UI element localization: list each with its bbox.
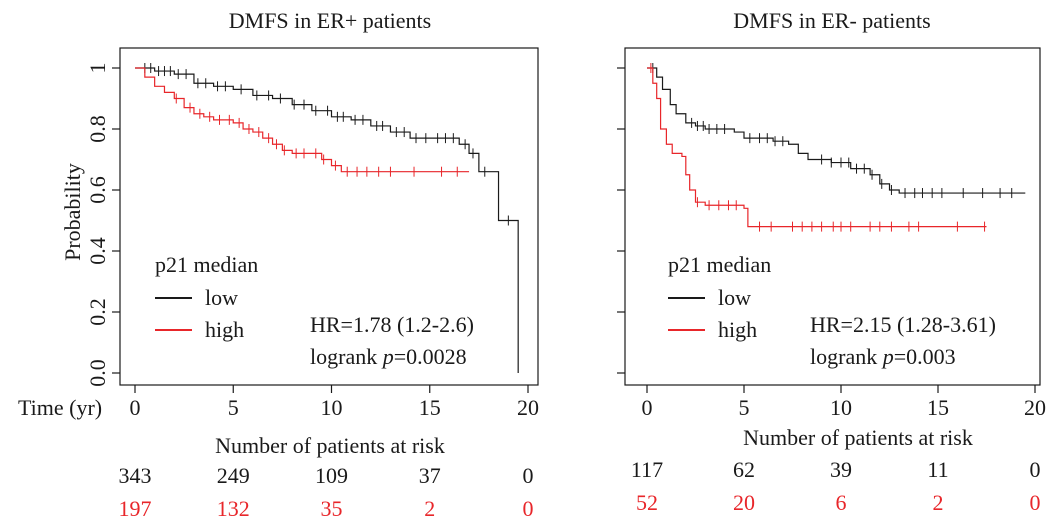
logrank-p-value: =0.003 bbox=[894, 344, 956, 369]
legend-label-low: low bbox=[718, 285, 751, 310]
y-axis-label: Probability bbox=[60, 163, 85, 261]
risk-table-title: Number of patients at risk bbox=[743, 425, 973, 450]
y-axis-ticks: 0.0 0.2 0.4 0.6 0.8 1 bbox=[85, 63, 120, 387]
risk-count-high: 0 bbox=[1030, 490, 1041, 515]
x-tick-label: 20 bbox=[1024, 395, 1046, 420]
survival-line-high bbox=[647, 67, 987, 228]
survival-line-low bbox=[647, 67, 1026, 194]
risk-count-high: 0 bbox=[523, 496, 534, 521]
risk-count-high: 132 bbox=[217, 496, 250, 521]
risk-count-high: 52 bbox=[636, 490, 658, 515]
legend-title: p21 median bbox=[668, 252, 771, 277]
legend-label-high: high bbox=[205, 317, 244, 342]
legend-label-high: high bbox=[718, 317, 757, 342]
x-tick-label: 10 bbox=[321, 395, 343, 420]
x-tick-label: 5 bbox=[228, 395, 239, 420]
logrank-p-symbol: p bbox=[881, 344, 894, 369]
x-axis-ticks: 0 5 10 15 20 bbox=[130, 385, 539, 420]
risk-count-low: 0 bbox=[1030, 457, 1041, 482]
x-tick-label: 0 bbox=[642, 395, 653, 420]
x-tick-label: 15 bbox=[419, 395, 441, 420]
y-axis-ticks bbox=[617, 67, 625, 374]
chart-title: DMFS in ER+ patients bbox=[229, 8, 431, 33]
y-tick-label: 0.0 bbox=[85, 359, 110, 387]
legend-label-low: low bbox=[205, 285, 238, 310]
x-axis-label: Time (yr) bbox=[18, 395, 102, 420]
plot-frame bbox=[624, 47, 1041, 386]
y-tick-label: 0.4 bbox=[85, 237, 110, 265]
y-tick-label: 0.6 bbox=[85, 176, 110, 204]
x-tick-label: 0 bbox=[130, 395, 141, 420]
risk-count-low: 117 bbox=[631, 457, 663, 482]
risk-count-high: 2 bbox=[424, 496, 435, 521]
y-tick-label: 1 bbox=[85, 63, 110, 74]
logrank-text: logrank p=0.0028 bbox=[310, 344, 467, 369]
x-tick-label: 20 bbox=[517, 395, 539, 420]
plot-frame bbox=[119, 47, 539, 386]
logrank-p-symbol: p bbox=[381, 344, 394, 369]
risk-count-low: 39 bbox=[830, 457, 852, 482]
survival-line-high bbox=[135, 67, 470, 173]
logrank-prefix: logrank bbox=[310, 344, 383, 369]
series-low bbox=[647, 63, 1026, 199]
x-axis-ticks: 0 5 10 15 20 bbox=[642, 385, 1046, 420]
series-high bbox=[647, 63, 987, 232]
risk-count-high: 35 bbox=[321, 496, 343, 521]
legend: p21 median low high bbox=[155, 252, 258, 342]
risk-count-high: 6 bbox=[836, 490, 847, 515]
risk-count-low: 0 bbox=[523, 463, 534, 488]
logrank-prefix: logrank bbox=[810, 344, 883, 369]
risk-count-high: 20 bbox=[733, 490, 755, 515]
risk-count-high: 197 bbox=[119, 496, 152, 521]
risk-count-high: 2 bbox=[933, 490, 944, 515]
risk-count-low: 37 bbox=[419, 463, 441, 488]
x-tick-label: 5 bbox=[739, 395, 750, 420]
legend-title: p21 median bbox=[155, 252, 258, 277]
risk-table: Number of patients at risk11752622039611… bbox=[631, 425, 1041, 515]
risk-count-low: 11 bbox=[927, 457, 948, 482]
survival-line-low bbox=[135, 67, 519, 373]
risk-count-low: 249 bbox=[217, 463, 250, 488]
hazard-ratio-text: HR=2.15 (1.28-3.61) bbox=[810, 312, 996, 337]
y-tick-label: 0.8 bbox=[85, 115, 110, 143]
logrank-text: logrank p=0.003 bbox=[810, 344, 956, 369]
hazard-ratio-text: HR=1.78 (1.2-2.6) bbox=[310, 312, 474, 337]
logrank-p-value: =0.0028 bbox=[394, 344, 467, 369]
chart-title: DMFS in ER- patients bbox=[733, 8, 930, 33]
legend: p21 median low high bbox=[668, 252, 771, 342]
risk-table: Number of patients at risk 343 197 249 132 10… bbox=[119, 433, 534, 521]
risk-table-title: Number of patients at risk bbox=[215, 433, 445, 458]
x-tick-label: 15 bbox=[927, 395, 949, 420]
y-tick-label: 0.2 bbox=[85, 298, 110, 326]
series-high bbox=[135, 67, 470, 177]
risk-count-low: 62 bbox=[733, 457, 755, 482]
x-tick-label: 10 bbox=[830, 395, 852, 420]
risk-count-low: 109 bbox=[315, 463, 348, 488]
risk-count-low: 343 bbox=[119, 463, 152, 488]
